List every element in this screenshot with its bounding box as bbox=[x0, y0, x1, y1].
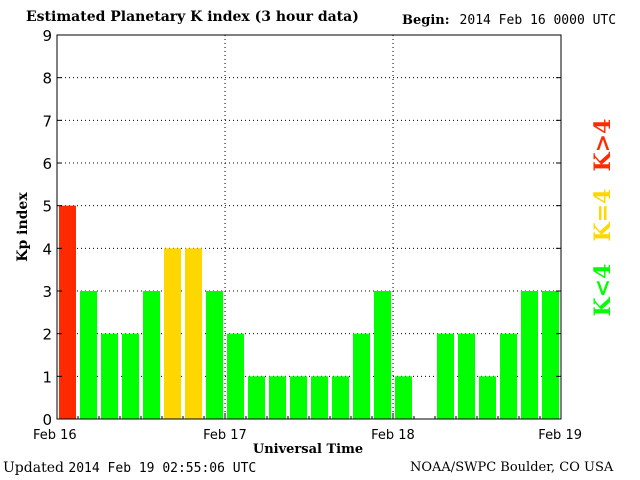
y-tick-label: 3 bbox=[42, 283, 52, 301]
kp-bar bbox=[332, 376, 349, 419]
x-tick-label: Feb 18 bbox=[371, 428, 415, 443]
x-tick-label: Feb 16 bbox=[33, 428, 77, 443]
updated-value: 2014 Feb 19 02:55:06 UTC bbox=[68, 461, 257, 476]
kp-bar bbox=[206, 291, 223, 419]
updated-timestamp: Updated 2014 Feb 19 02:55:06 UTC bbox=[3, 460, 256, 476]
y-tick-label: 6 bbox=[42, 155, 52, 173]
data-source: NOAA/SWPC Boulder, CO USA bbox=[410, 460, 614, 475]
kp-bar bbox=[521, 291, 538, 419]
updated-label: Updated bbox=[3, 460, 64, 476]
legend-item: K<4 bbox=[590, 264, 616, 317]
x-axis-ticks: Feb 16 Feb 17 Feb 18 Feb 19 bbox=[33, 413, 582, 443]
y-tick-label: 7 bbox=[42, 112, 52, 130]
kp-bar bbox=[500, 333, 517, 419]
x-tick-label: Feb 19 bbox=[538, 428, 582, 443]
kp-bar bbox=[542, 291, 559, 419]
kp-bar bbox=[185, 248, 202, 419]
kp-bar bbox=[143, 291, 160, 419]
kp-bar bbox=[101, 333, 118, 419]
kp-bar bbox=[290, 376, 307, 419]
legend: K<4 K=4 K>4 bbox=[590, 119, 616, 317]
begin-value: 2014 Feb 16 0000 UTC bbox=[459, 13, 617, 28]
begin-label: Begin: bbox=[402, 13, 450, 28]
chart-title: Estimated Planetary K index (3 hour data… bbox=[26, 9, 359, 25]
kp-bar bbox=[479, 376, 496, 419]
kp-bar bbox=[227, 333, 244, 419]
kp-bar bbox=[122, 333, 139, 419]
legend-item: K>4 bbox=[590, 119, 616, 172]
grid-lines bbox=[57, 35, 561, 419]
x-tick-label: Feb 17 bbox=[203, 428, 247, 443]
y-tick-label: 2 bbox=[42, 326, 52, 344]
kp-bar bbox=[269, 376, 286, 419]
legend-item: K=4 bbox=[590, 189, 616, 242]
bars bbox=[59, 205, 559, 419]
y-axis-ticks: 0 1 2 3 4 5 6 7 8 9 bbox=[42, 27, 561, 429]
kp-bar bbox=[59, 205, 76, 419]
y-tick-label: 8 bbox=[42, 70, 52, 88]
kp-bar bbox=[80, 291, 97, 419]
kp-bar bbox=[248, 376, 265, 419]
y-axis-label: Kp index bbox=[15, 192, 31, 262]
kp-bar bbox=[164, 248, 181, 419]
y-tick-label: 9 bbox=[42, 27, 52, 45]
y-tick-label: 1 bbox=[42, 368, 52, 386]
kp-bar bbox=[311, 376, 328, 419]
begin-time: Begin: 2014 Feb 16 0000 UTC bbox=[402, 13, 616, 28]
kp-bar bbox=[395, 376, 412, 419]
kp-bar bbox=[374, 291, 391, 419]
y-tick-label: 4 bbox=[42, 240, 52, 258]
y-tick-label: 5 bbox=[42, 198, 52, 216]
y-tick-label: 0 bbox=[42, 411, 52, 429]
kp-bar bbox=[353, 333, 370, 419]
x-axis-label: Universal Time bbox=[253, 442, 363, 457]
kp-bar bbox=[458, 333, 475, 419]
kp-bar bbox=[437, 333, 454, 419]
